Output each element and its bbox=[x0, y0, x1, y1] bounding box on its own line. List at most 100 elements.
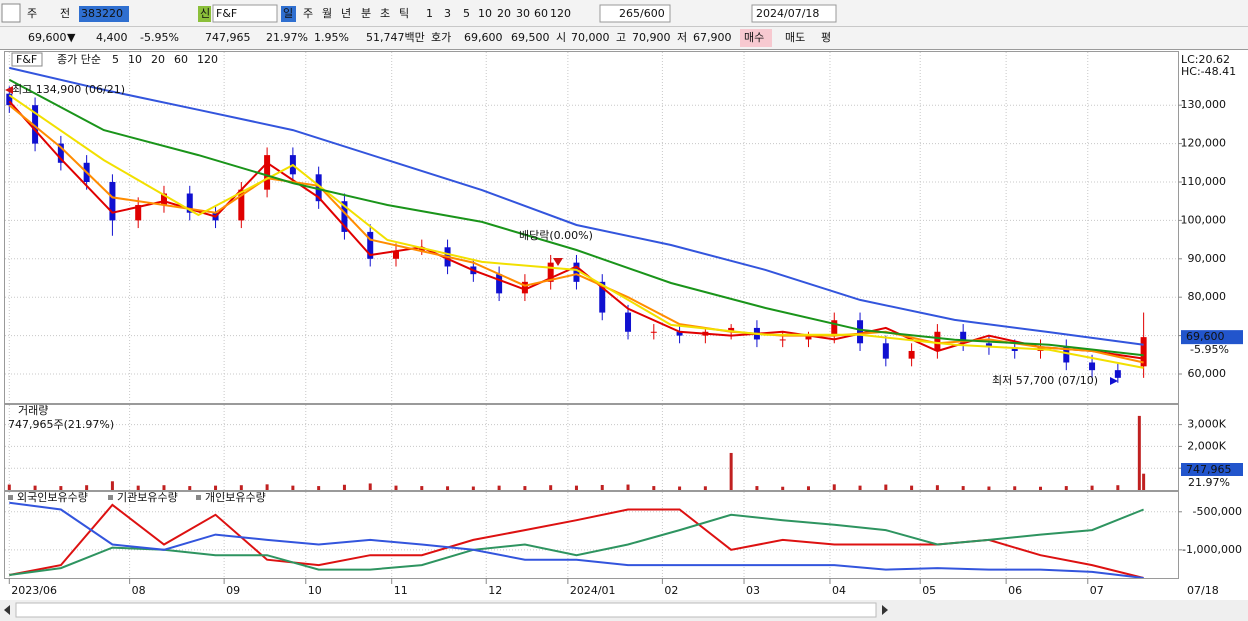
toolbar-item[interactable]: 초 bbox=[380, 7, 390, 20]
toolbar-item[interactable]: 30 bbox=[516, 7, 530, 20]
info-item: 70,900 bbox=[632, 31, 671, 44]
legend-entry[interactable]: 기관보유수량 bbox=[117, 491, 178, 504]
volume-bar bbox=[1013, 486, 1017, 490]
annotation-marker bbox=[553, 258, 563, 266]
toolbar-item[interactable]: /600 bbox=[640, 7, 665, 20]
toolbar-item[interactable]: 년 bbox=[341, 7, 351, 20]
volume-bar bbox=[703, 486, 707, 490]
toolbar-item[interactable]: 1 bbox=[426, 7, 433, 20]
volume-bar bbox=[59, 486, 63, 490]
y-tick-label: 110,000 bbox=[1181, 175, 1227, 188]
pane-plot bbox=[5, 405, 1178, 490]
volume-bar bbox=[291, 485, 295, 490]
toolbar-item[interactable]: 10 bbox=[478, 7, 492, 20]
series-line bbox=[8, 94, 1144, 369]
x-tick-label: 08 bbox=[132, 584, 146, 597]
x-tick-label: 10 bbox=[308, 584, 322, 597]
volume-pane bbox=[4, 404, 1179, 491]
x-tick-label: 09 bbox=[226, 584, 240, 597]
scroll-track[interactable] bbox=[15, 602, 877, 618]
name-input[interactable] bbox=[212, 4, 278, 23]
scroll-right[interactable] bbox=[882, 605, 888, 615]
info-item: 747,965 bbox=[205, 31, 251, 44]
candle-body bbox=[109, 181, 116, 221]
y-tick-label: 100,000 bbox=[1181, 213, 1227, 226]
x-tick-label: 12 bbox=[488, 584, 502, 597]
volume-bar bbox=[394, 485, 398, 490]
volume-bar bbox=[935, 485, 939, 490]
scroll-left[interactable] bbox=[4, 605, 10, 615]
series-line bbox=[8, 78, 1144, 357]
candle-body bbox=[831, 320, 838, 336]
candle-body bbox=[805, 335, 812, 340]
candle-body bbox=[547, 262, 554, 282]
legend-entry[interactable]: 120 bbox=[197, 53, 218, 66]
toolbar-item[interactable]: 주 bbox=[303, 7, 313, 20]
pane-plot bbox=[5, 52, 1178, 403]
last-price-label: 69,600 bbox=[1186, 330, 1225, 343]
y-tick-label: 120,000 bbox=[1181, 137, 1227, 150]
x-tick-label: 07 bbox=[1090, 584, 1104, 597]
candle-body bbox=[367, 231, 374, 259]
annotation: 최저 57,700 (07/10) bbox=[992, 374, 1098, 387]
toolbar-item[interactable]: 2024/07/18 bbox=[756, 7, 819, 20]
buy-button-bg bbox=[740, 29, 772, 47]
toolbar-item[interactable]: 3 bbox=[444, 7, 451, 20]
toolbar-item[interactable]: 60 bbox=[534, 7, 548, 20]
toolbar-item[interactable]: 5 bbox=[463, 7, 470, 20]
legend-entry[interactable]: 10 bbox=[128, 53, 142, 66]
volume-bar bbox=[162, 485, 166, 490]
y-tick-label: -1,000,000 bbox=[1182, 543, 1242, 556]
legend-entry[interactable]: 5 bbox=[112, 53, 119, 66]
toolbar-item[interactable]: 265 bbox=[619, 7, 640, 20]
volume-bar bbox=[781, 486, 785, 490]
volume-bar bbox=[523, 486, 527, 490]
legend-swatch bbox=[108, 495, 113, 500]
date-input[interactable] bbox=[751, 4, 837, 23]
y-tick-label: 3,000K bbox=[1187, 418, 1226, 431]
x-tick-label: 2023/06 bbox=[11, 584, 57, 597]
x-tick-label: 02 bbox=[664, 584, 678, 597]
legend-entry[interactable]: 20 bbox=[151, 53, 165, 66]
last-volume-label: 747,965 bbox=[1186, 463, 1232, 476]
volume-bar bbox=[1090, 485, 1094, 490]
toolbar-item[interactable]: 틱 bbox=[399, 7, 409, 20]
info-item: ▼ bbox=[67, 31, 76, 44]
x-tick-label: 04 bbox=[832, 584, 846, 597]
volume-bar bbox=[961, 486, 965, 490]
y-tick-label: 130,000 bbox=[1181, 98, 1227, 111]
toolbar-item[interactable]: 일 bbox=[283, 6, 293, 20]
info-item: 67,900 bbox=[693, 31, 732, 44]
y-tick-label: 90,000 bbox=[1188, 252, 1227, 265]
info-item: 매도 bbox=[785, 31, 805, 44]
count-input[interactable] bbox=[599, 4, 671, 23]
x-tick-label: 05 bbox=[922, 584, 936, 597]
corner-label: HC:-48.41 bbox=[1181, 65, 1236, 78]
toolbar-item[interactable]: 신 bbox=[200, 7, 210, 20]
series-line bbox=[9, 66, 1144, 346]
series-line bbox=[9, 508, 1144, 576]
volume-bar bbox=[85, 485, 89, 490]
series-line bbox=[9, 501, 1144, 578]
legend-entry[interactable]: 60 bbox=[174, 53, 188, 66]
toolbar-item[interactable]: 20 bbox=[497, 7, 511, 20]
toolbar-item[interactable]: 월 bbox=[322, 7, 332, 20]
toolbar-item[interactable]: F&F bbox=[216, 7, 237, 20]
volume-bar bbox=[1039, 486, 1043, 490]
legend-entry[interactable]: 외국인보유수량 bbox=[17, 491, 88, 504]
toolbar-highlight bbox=[79, 6, 129, 22]
info-item[interactable]: 매수 bbox=[744, 31, 764, 44]
volume-bar bbox=[317, 486, 321, 490]
toolbar-item[interactable]: 전 bbox=[60, 7, 70, 20]
legend-entry[interactable]: 개인보유수량 bbox=[205, 491, 266, 504]
toolbar-item[interactable]: 분 bbox=[361, 7, 371, 20]
toolbar-item[interactable]: 383220 bbox=[81, 7, 123, 20]
menu-icon[interactable] bbox=[1, 3, 21, 23]
toolbar-item[interactable]: 120 bbox=[550, 7, 571, 20]
y-tick-label: -500,000 bbox=[1193, 505, 1242, 518]
toolbar-item[interactable]: 주 bbox=[27, 7, 37, 20]
candle-body bbox=[496, 274, 503, 294]
info-item: 시 bbox=[556, 31, 566, 44]
candle-body bbox=[264, 155, 271, 190]
